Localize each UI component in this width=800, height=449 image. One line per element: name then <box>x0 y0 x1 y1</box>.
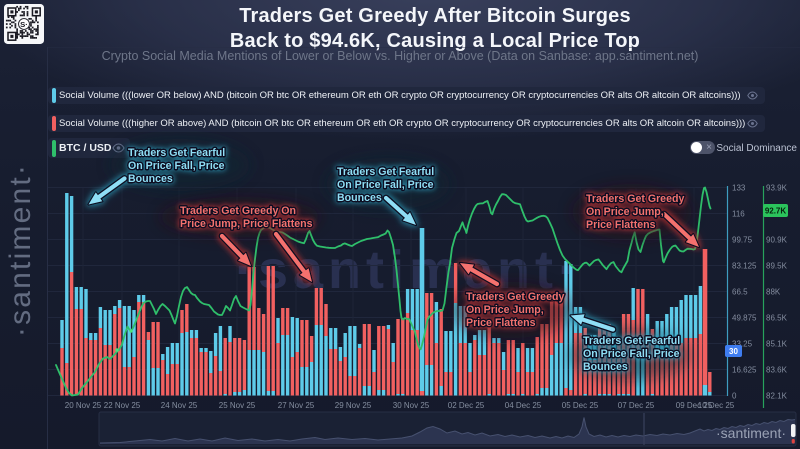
svg-text:82.1K: 82.1K <box>766 391 788 400</box>
svg-text:S·: S· <box>20 20 28 29</box>
svg-text:Bounces: Bounces <box>337 192 382 204</box>
svg-text:16.625: 16.625 <box>732 365 757 374</box>
svg-text:27 Nov 25: 27 Nov 25 <box>278 401 315 410</box>
svg-text:85.1K: 85.1K <box>766 339 788 348</box>
svg-text:02 Dec 25: 02 Dec 25 <box>448 401 485 410</box>
svg-text:92.7K: 92.7K <box>765 207 787 216</box>
svg-text:116: 116 <box>732 209 745 218</box>
svg-text:88K: 88K <box>766 287 781 296</box>
svg-text:04 Dec 25: 04 Dec 25 <box>505 401 542 410</box>
svg-text:29 Nov 25: 29 Nov 25 <box>335 401 372 410</box>
svg-text:10 Dec 25: 10 Dec 25 <box>698 401 735 410</box>
svg-text:Traders Get Greedy: Traders Get Greedy <box>466 291 564 303</box>
svg-text:89.5K: 89.5K <box>766 261 788 270</box>
svg-text:90.9K: 90.9K <box>766 235 788 244</box>
svg-text:On Price Fall, Price: On Price Fall, Price <box>583 348 680 360</box>
svg-text:Bounces: Bounces <box>583 361 628 373</box>
svg-text:Traders Get Fearful: Traders Get Fearful <box>583 335 680 347</box>
svg-text:Traders Get Greedy: Traders Get Greedy <box>586 193 684 205</box>
svg-text:0: 0 <box>732 391 737 400</box>
svg-text:24 Nov 25: 24 Nov 25 <box>161 401 198 410</box>
svg-text:On Price Fall, Price: On Price Fall, Price <box>128 160 225 172</box>
svg-text:07 Dec 25: 07 Dec 25 <box>618 401 655 410</box>
svg-text:·santiment·: ·santiment· <box>716 425 786 441</box>
svg-text:20 Nov 25: 20 Nov 25 <box>65 401 102 410</box>
svg-text:86.5K: 86.5K <box>766 313 788 322</box>
svg-text:Bounces: Bounces <box>128 173 173 185</box>
svg-text:99.75: 99.75 <box>732 235 753 244</box>
svg-text:93.9K: 93.9K <box>766 183 788 192</box>
svg-text:30: 30 <box>729 347 738 356</box>
svg-text:Traders Get Fearful: Traders Get Fearful <box>337 166 434 178</box>
svg-text:30 Nov 25: 30 Nov 25 <box>393 401 430 410</box>
svg-text:05 Dec 25: 05 Dec 25 <box>562 401 599 410</box>
svg-text:On Price Jump,: On Price Jump, <box>586 206 664 218</box>
svg-text:33.25: 33.25 <box>732 339 753 348</box>
svg-text:83.125: 83.125 <box>732 261 757 270</box>
svg-text:49.875: 49.875 <box>732 313 757 322</box>
svg-text:09 Dec 25: 09 Dec 25 <box>676 401 713 410</box>
svg-text:On Price Fall, Price: On Price Fall, Price <box>337 179 434 191</box>
svg-text:66.5: 66.5 <box>732 287 748 296</box>
svg-text:22 Nov 25: 22 Nov 25 <box>104 401 141 410</box>
svg-text:Price Flattens: Price Flattens <box>466 317 536 329</box>
svg-text:Price Jump, Price Flattens: Price Jump, Price Flattens <box>180 218 313 230</box>
svg-text:On Price Jump,: On Price Jump, <box>466 304 544 316</box>
svg-text:133: 133 <box>732 183 746 192</box>
svg-text:83.6K: 83.6K <box>766 365 788 374</box>
svg-text:25 Nov 25: 25 Nov 25 <box>219 401 256 410</box>
svg-text:Price Flattens: Price Flattens <box>586 219 656 231</box>
svg-text:Traders Get Fearful: Traders Get Fearful <box>128 147 225 159</box>
svg-text:Traders Get Greedy On: Traders Get Greedy On <box>180 205 296 217</box>
